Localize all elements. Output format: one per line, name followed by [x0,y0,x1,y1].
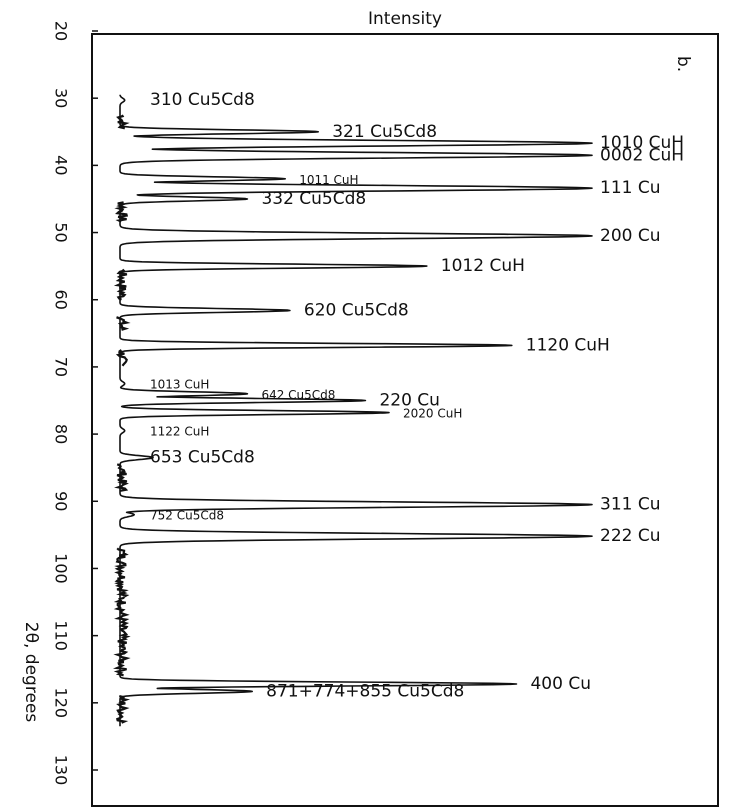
peak-label: 111 Cu [600,178,661,198]
tick-label: 120 [52,688,71,719]
tick-label: 100 [52,553,71,584]
peak-label: 1013 CuH [150,378,209,392]
intensity-label: Intensity [368,9,442,29]
tick-label: 40 [52,155,71,175]
peak-label: 620 Cu5Cd8 [304,300,409,320]
peak-label: 0002 CuH [600,145,684,165]
noise-band [113,268,128,301]
noise-band [114,201,129,223]
tick-label: 30 [52,88,71,108]
peak-label: 1012 CuH [441,256,525,276]
noise-band [115,695,131,724]
noise-band [115,349,128,367]
peak-label: 1120 CuH [526,335,610,355]
background-noise [112,114,131,724]
tick-label: 90 [52,491,71,511]
peak-label: 332 Cu5Cd8 [261,189,366,209]
noise-band [112,547,131,677]
peak-label: 1010 CuH [600,133,684,153]
tick-label: 130 [52,755,71,786]
tick-label: 50 [52,222,71,242]
peak-label: 642 Cu5Cd8 [261,388,335,402]
tick-label: 80 [52,424,71,444]
peak-label: 653 Cu5Cd8 [150,448,255,468]
peak-label: 752 Cu5Cd8 [150,509,224,523]
peak-label: 311 Cu [600,495,661,515]
peak-label: 2020 CuH [403,407,462,421]
peak-label: 321 Cu5Cd8 [332,122,437,142]
tick-label: 110 [52,620,71,651]
peak-label: 310 Cu5Cd8 [150,90,255,110]
plot-frame [91,33,719,807]
noise-band [116,114,130,130]
noise-band [116,316,131,331]
angle-axis-label: 2θ, degrees [21,622,41,723]
peak-label: 1122 CuH [150,425,209,439]
peak-label: 222 Cu [600,526,661,546]
panel-label: b. [673,56,693,72]
diffraction-pattern-line [119,94,593,727]
tick-label: 60 [52,290,71,310]
peak-label: 200 Cu [600,226,661,246]
tick-label: 20 [52,21,71,41]
peak-label: 400 Cu [530,674,591,694]
peak-label: 871+774+855 Cu5Cd8 [266,681,464,701]
peak-label: 220 Cu [379,391,440,411]
tick-label: 70 [52,357,71,377]
noise-band [114,463,129,492]
angle-axis-ticks: 20 30 40 50 60 70 80 90 100 110 120 130 [52,21,98,786]
peak-label: 1011 CuH [299,173,358,187]
